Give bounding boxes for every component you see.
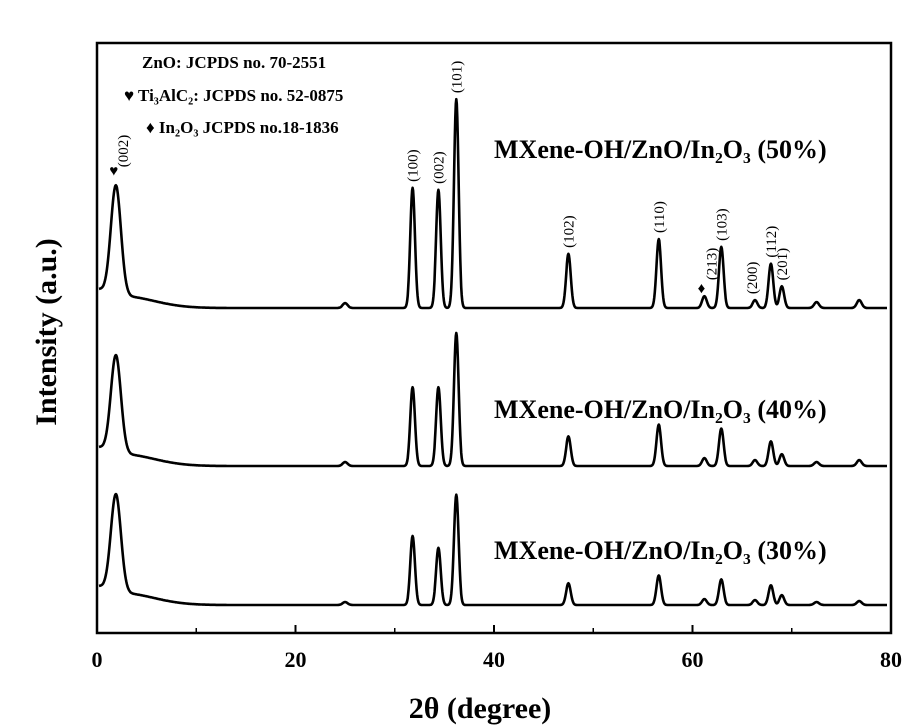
xrd-traces xyxy=(99,99,887,605)
legend-entry-in2o3: ♦ In₂O₃ JCPDS no.18-1836 xyxy=(146,118,339,137)
peak-label: (100) xyxy=(406,149,422,182)
peak-label: (002) xyxy=(431,151,447,184)
y-axis-title: Intensity (a.u.) xyxy=(30,238,63,426)
x-tick-label: 60 xyxy=(682,647,704,672)
peak-label: (201) xyxy=(775,248,791,281)
x-tick-label: 80 xyxy=(880,647,902,672)
legend-entry-zno: ZnO: JCPDS no. 70-2551 xyxy=(142,53,326,72)
peak-label: (200) xyxy=(745,262,761,295)
peak-label: (101) xyxy=(449,61,465,94)
legend: ZnO: JCPDS no. 70-2551 ♥ Ti₃AlC₂: JCPDS … xyxy=(124,53,343,137)
series-labels: MXene-OH/ZnO/In₂O₃ (50%) MXene-OH/ZnO/In₂… xyxy=(494,135,827,565)
peak-label: (102) xyxy=(561,215,577,248)
peak-label: (103) xyxy=(714,208,730,241)
phase-marker-diamond-icon: ♦ xyxy=(698,281,706,297)
series-label-2: MXene-OH/ZnO/In₂O₃ (40%) xyxy=(494,395,827,424)
x-tick-label: 40 xyxy=(483,647,505,672)
x-tick-label: 0 xyxy=(92,647,103,672)
peak-label: (110) xyxy=(652,201,668,233)
series-label-3: MXene-OH/ZnO/In₂O₃ (30%) xyxy=(494,536,827,565)
legend-entry-ti3alc2: ♥ Ti₃AlC₂: JCPDS no. 52-0875 xyxy=(124,86,343,105)
x-axis-title: 2θ (degree) xyxy=(409,692,552,725)
peak-label: (213) xyxy=(704,248,720,281)
series-label-1: MXene-OH/ZnO/In₂O₃ (50%) xyxy=(494,135,827,164)
x-tick-label: 20 xyxy=(285,647,307,672)
peak-label: (002) xyxy=(116,135,132,168)
